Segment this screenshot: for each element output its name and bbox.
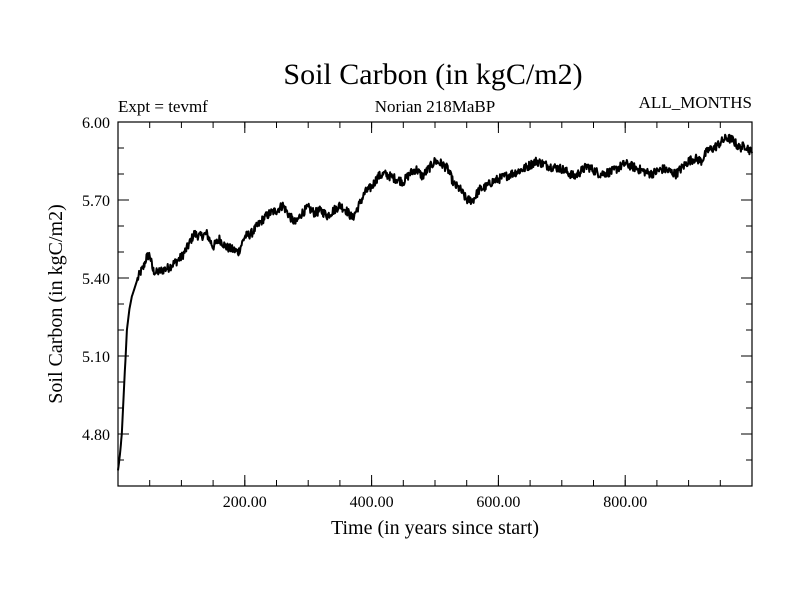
experiment-label: Expt = tevmf xyxy=(118,97,208,116)
y-tick-label: 6.00 xyxy=(82,115,110,132)
months-label: ALL_MONTHS xyxy=(639,93,752,112)
x-axis: 200.00 400.00 600.00 800.00 xyxy=(149,122,721,511)
soil-carbon-series-line xyxy=(117,133,753,471)
period-label: Norian 218MaBP xyxy=(375,97,495,116)
y-tick-label: 5.70 xyxy=(82,193,110,210)
y-tick-label: 5.40 xyxy=(82,271,110,288)
y-axis-label: Soil Carbon (in kgC/m2) xyxy=(45,204,67,403)
chart-title: Soil Carbon (in kgC/m2) xyxy=(283,58,582,91)
x-tick-label: 400.00 xyxy=(350,494,394,511)
x-tick-label: 200.00 xyxy=(223,494,267,511)
plot-frame xyxy=(117,121,753,487)
x-axis-label: Time (in years since start) xyxy=(331,517,539,539)
x-tick-label: 600.00 xyxy=(476,494,520,511)
y-tick-label: 4.80 xyxy=(82,427,110,444)
x-tick-label: 800.00 xyxy=(603,494,647,511)
y-tick-label: 5.10 xyxy=(82,349,110,366)
